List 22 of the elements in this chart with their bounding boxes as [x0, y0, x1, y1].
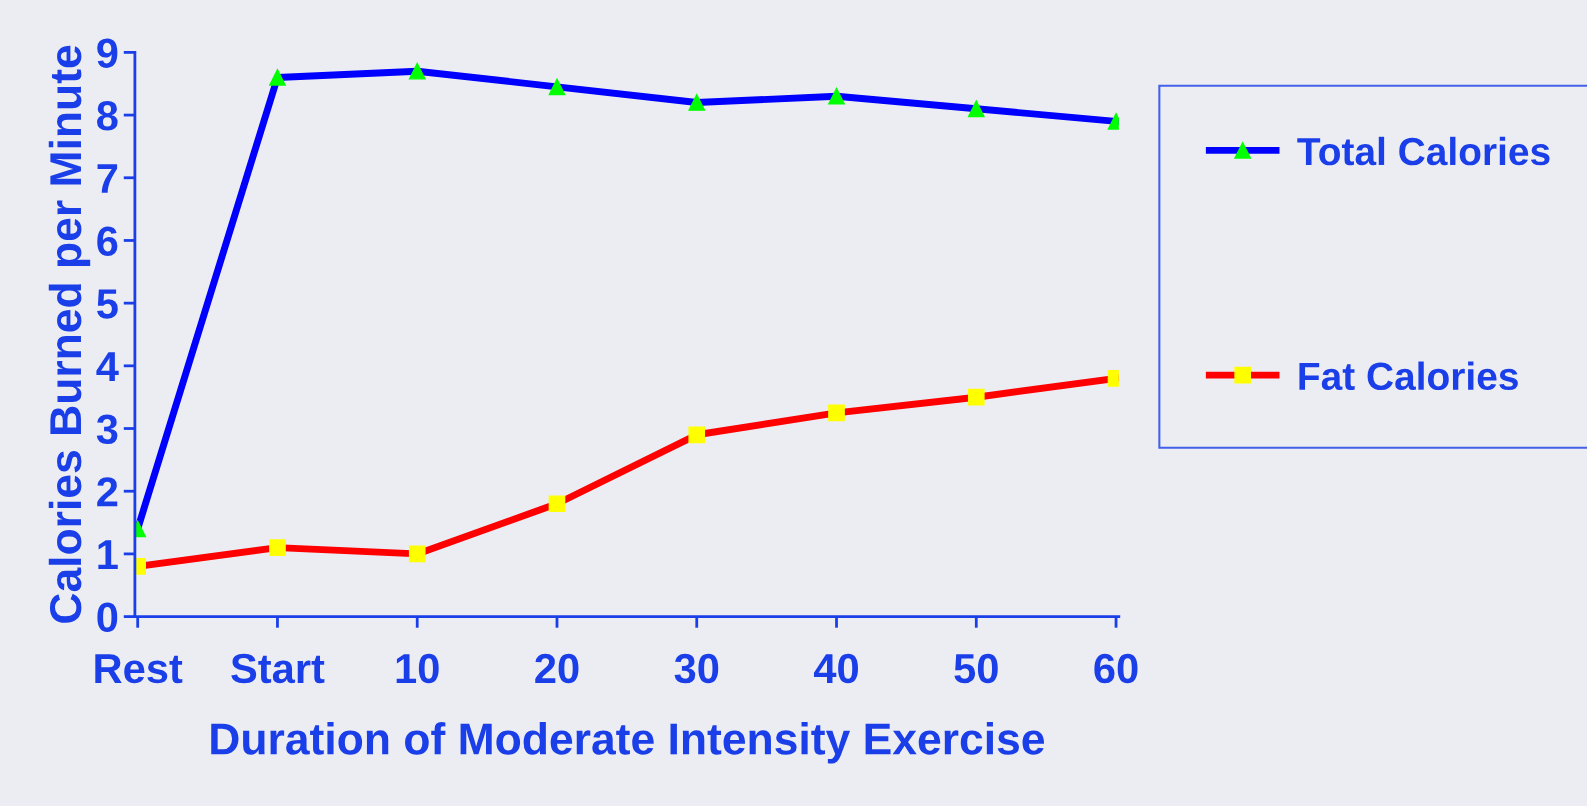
x-tick-label: 60 — [1094, 653, 1138, 684]
y-tick-label: 7 — [97, 164, 118, 193]
y-tick-label: 5 — [97, 289, 118, 319]
legend-label: Total Calories — [1297, 136, 1550, 166]
y-tick-label: 6 — [97, 226, 118, 256]
y-tick-label: 9 — [97, 38, 118, 68]
legend-label: Fat Calories — [1299, 361, 1518, 391]
y-tick-label: 1 — [98, 540, 118, 569]
y-axis-title: Calories Burned per Minute — [48, 45, 91, 623]
y-tick-label: 4 — [96, 352, 119, 381]
x-tick-label: 10 — [396, 653, 439, 684]
x-tick-label: 40 — [813, 653, 858, 684]
x-tick-label: 20 — [535, 653, 579, 684]
x-tick-label: Start — [231, 653, 325, 684]
x-axis-title: Duration of Moderate Intensity Exercise — [211, 722, 1044, 764]
y-tick-label: 8 — [97, 101, 118, 131]
y-tick-label: 0 — [97, 602, 118, 633]
x-tick-label: 50 — [954, 653, 998, 684]
x-tick-label: 30 — [674, 653, 719, 684]
x-tick-label: Rest — [95, 654, 183, 684]
y-tick-label: 2 — [97, 477, 118, 507]
y-tick-label: 3 — [96, 414, 118, 445]
